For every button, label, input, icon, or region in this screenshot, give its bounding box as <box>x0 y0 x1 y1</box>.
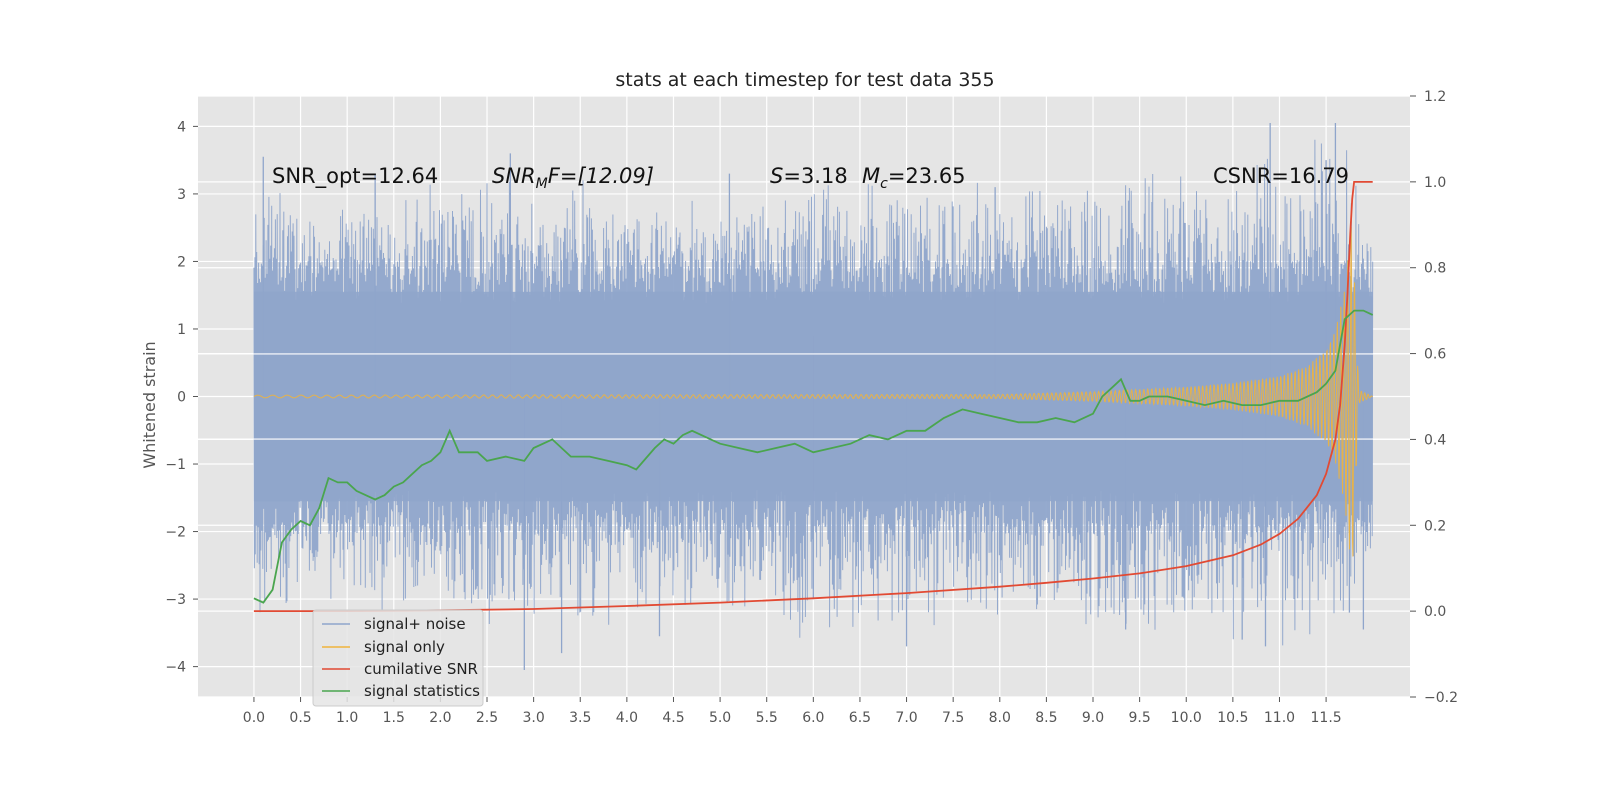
y-tick-label: 4 <box>177 119 186 135</box>
x-tick-label: 6.0 <box>802 710 824 726</box>
x-tick-label: 1.5 <box>383 710 405 726</box>
x-tick-label: 0.5 <box>289 710 311 726</box>
x-tick-label: 3.5 <box>569 710 591 726</box>
y2-tick-label: 1.0 <box>1424 175 1446 191</box>
y-axis-label: Whitened strain <box>140 341 159 468</box>
x-tick-label: 10.0 <box>1171 710 1202 726</box>
y-tick-label: −1 <box>165 457 186 473</box>
annotations: SNR_opt=12.64 SNRMF=[12.09] S=3.18 Mc=23… <box>272 164 1349 192</box>
y2-tick-label: 1.2 <box>1424 89 1446 105</box>
x-tick-label: 7.5 <box>942 710 964 726</box>
x-tick-label: 4.0 <box>616 710 638 726</box>
annotation-mc-rest: =23.65 <box>888 164 966 188</box>
annotation-snr-opt: SNR_opt=12.64 <box>272 164 438 189</box>
x-tick-label: 9.5 <box>1128 710 1150 726</box>
x-tick-label: 5.0 <box>709 710 731 726</box>
x-tick-label: 9.0 <box>1082 710 1104 726</box>
legend-label-signal-statistics: signal statistics <box>364 682 480 700</box>
y-tick-label: 0 <box>177 390 186 406</box>
y-tick-label: 1 <box>177 322 186 338</box>
y2-tick-label: 0.6 <box>1424 347 1446 363</box>
y2-tick-label: 0.0 <box>1424 604 1446 620</box>
annotation-s-rest: =3.18 <box>783 164 847 188</box>
legend: signal+ noise signal only cumilative SNR… <box>312 609 484 707</box>
x-tick-label: 3.0 <box>522 710 544 726</box>
y2-tick-label: −0.2 <box>1424 690 1458 706</box>
legend-box <box>312 609 484 707</box>
series-signal-only-line <box>253 226 1373 557</box>
y2-tick-label: 0.8 <box>1424 261 1446 277</box>
y-tick-label: 3 <box>177 187 186 203</box>
x-tick-label: 6.5 <box>849 710 871 726</box>
x-tick-label: 10.5 <box>1217 710 1248 726</box>
annotation-snr-mf: SNRMF=[12.09] <box>492 164 654 192</box>
x-tick-label: 11.5 <box>1311 710 1342 726</box>
annotation-snr-mf-rest: F=[12.09] <box>548 164 654 188</box>
x-tick-label: 2.0 <box>429 710 451 726</box>
legend-label-signal-noise: signal+ noise <box>364 615 466 633</box>
y-tick-label: 2 <box>177 254 186 270</box>
x-tick-label: 7.0 <box>895 710 917 726</box>
x-tick-label: 2.5 <box>476 710 498 726</box>
annotation-snr-mf-main: SNR <box>492 164 536 188</box>
annotation-mc-sub: c <box>880 176 888 192</box>
y-tick-label: −3 <box>165 592 186 608</box>
annotation-s: S=3.18 <box>770 164 848 188</box>
annotation-mc-main: M <box>862 164 880 188</box>
annotation-s-main: S <box>770 164 783 188</box>
series-signal-statistics-line <box>253 309 1374 604</box>
x-tick-label: 4.5 <box>662 710 684 726</box>
axes: 0.0 0.5 1.0 1.5 2.0 2.5 3.0 3.5 4.0 4.5 5.0 5.5 6.0 6… <box>165 89 1458 726</box>
annotation-csnr: CSNR=16.79 <box>1213 164 1349 188</box>
annotation-mc: Mc=23.65 <box>862 164 966 192</box>
y2-tick-label: 0.4 <box>1424 432 1446 448</box>
annotation-snr-mf-sub: M <box>536 176 548 192</box>
legend-label-cumulative-snr: cumilative SNR <box>364 660 478 678</box>
y-tick-label: −4 <box>165 660 186 676</box>
x-tick-label: 8.5 <box>1035 710 1057 726</box>
legend-label-signal-only: signal only <box>364 638 445 656</box>
y2-tick-label: 0.2 <box>1424 518 1446 534</box>
chart-title: stats at each timestep for test data 355 <box>615 69 994 91</box>
x-tick-label: 5.5 <box>756 710 778 726</box>
x-tick-label: 8.0 <box>989 710 1011 726</box>
x-tick-label: 0.0 <box>243 710 265 726</box>
x-tick-label: 11.0 <box>1264 710 1295 726</box>
x-tick-label: 1.0 <box>336 710 358 726</box>
plot-area <box>198 95 1410 698</box>
y-tick-label: −2 <box>165 525 186 541</box>
series-cumulative-snr-line <box>253 180 1373 612</box>
